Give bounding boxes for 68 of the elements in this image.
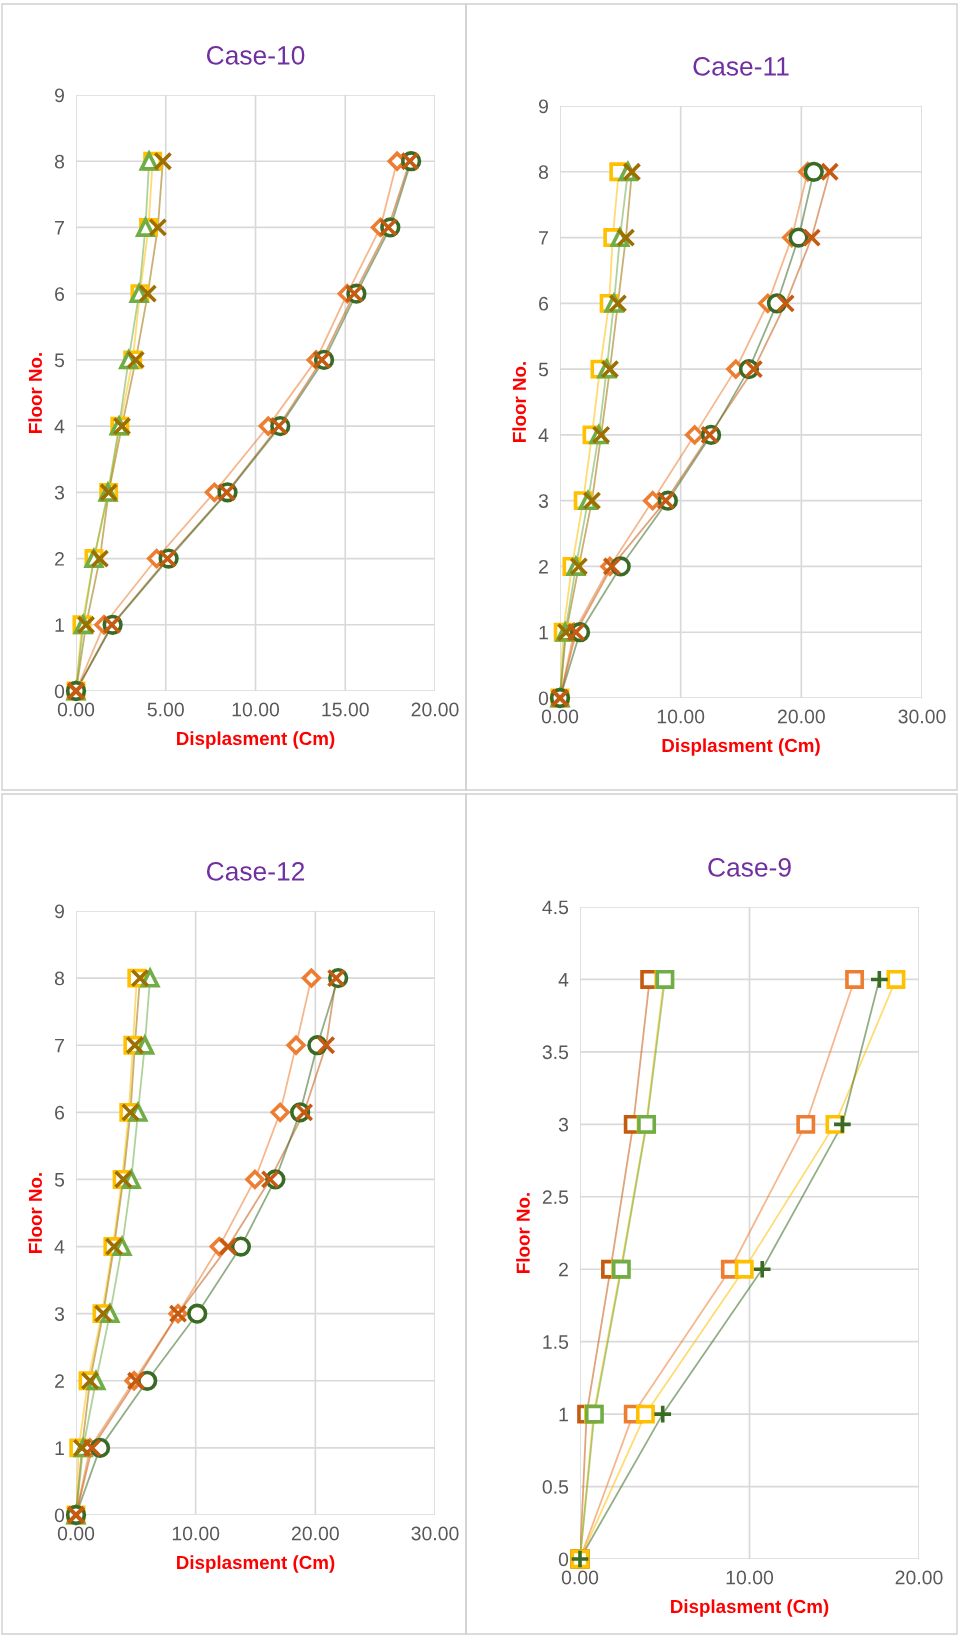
chart-title: Case-12 [206,862,305,881]
y-tick-label: 9 [538,99,548,114]
y-tick-label: 3 [54,485,65,500]
y-tick-label: 3 [558,1117,569,1132]
x-tick-label: 20.00 [291,1526,339,1541]
y-tick-label: 4 [558,973,569,987]
y-tick-label: 6 [55,1105,65,1120]
x-tick-label: 5.00 [147,702,184,717]
y-tick-label: 5 [54,1173,65,1187]
y-tick-label: 2 [559,1262,568,1277]
y-axis-title: Floor No. [512,362,527,442]
x-tick-label: 15.00 [322,702,369,717]
x-tick-label: 0.00 [541,709,579,724]
y-tick-label: 1.5 [543,1335,569,1349]
chart-title: Case-11 [693,57,789,76]
y-tick-label: 5 [538,362,549,377]
y-tick-label: 1 [55,1441,64,1455]
x-tick-label: 20.00 [411,702,459,717]
y-tick-label: 2 [55,1374,64,1388]
x-axis-title: Displasment (Cm) [177,731,335,749]
chart-title: Case-10 [206,46,305,65]
y-tick-label: 4 [538,428,549,442]
y-tick-label: 2 [55,552,64,566]
y-tick-label: 0 [54,1508,65,1523]
y-tick-label: 2 [539,559,548,574]
x-tick-label: 10.00 [657,709,705,724]
y-tick-label: 3.5 [542,1045,569,1060]
x-tick-label: 0.00 [57,702,95,717]
x-tick-label: 20.00 [777,709,825,724]
y-axis-title: Floor No. [516,1193,530,1273]
y-tick-label: 1 [559,1407,568,1422]
y-tick-label: 9 [54,88,64,103]
y-tick-label: 4 [54,419,65,434]
x-tick-label: 10.00 [232,702,280,717]
y-tick-label: 6 [55,287,65,301]
chart-title: Case-9 [708,858,791,877]
y-tick-label: 3 [538,494,549,508]
y-axis-title: Floor No. [28,1173,43,1253]
x-tick-label: 0.00 [561,1570,599,1585]
x-tick-label: 20.00 [895,1570,943,1585]
x-axis-title: Displasment (Cm) [662,738,820,756]
y-tick-label: 7 [539,231,548,245]
y-tick-label: 4.5 [542,900,569,915]
y-tick-label: 0.5 [542,1480,569,1494]
x-tick-label: 30.00 [898,709,946,724]
x-tick-label: 30.00 [411,1526,459,1541]
y-tick-label: 4 [54,1240,65,1254]
y-tick-label: 7 [55,1038,64,1053]
y-tick-label: 2.5 [542,1190,569,1205]
y-tick-label: 8 [538,165,549,180]
x-axis-title: Displasment (Cm) [177,1555,335,1573]
y-tick-label: 3 [54,1307,65,1321]
x-axis-title: Displasment (Cm) [671,1599,829,1617]
y-tick-label: 8 [54,154,65,169]
y-tick-label: 6 [539,296,549,311]
y-tick-label: 0 [538,691,549,706]
y-tick-label: 0 [54,684,65,699]
y-tick-label: 9 [54,904,64,919]
y-tick-label: 1 [55,618,64,632]
x-tick-label: 10.00 [726,1570,774,1585]
y-tick-label: 0 [558,1552,569,1567]
y-tick-label: 1 [539,625,548,640]
x-tick-label: 0.00 [57,1526,95,1541]
x-tick-label: 10.00 [172,1526,220,1541]
y-tick-label: 8 [54,971,65,986]
y-axis-title: Floor No. [28,353,43,433]
y-tick-label: 5 [54,353,65,368]
y-tick-label: 7 [55,221,64,235]
